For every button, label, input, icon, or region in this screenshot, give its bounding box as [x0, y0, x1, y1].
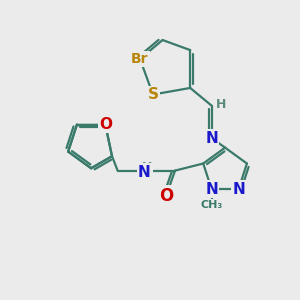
Text: N: N: [206, 131, 218, 146]
Text: N: N: [232, 182, 245, 197]
Text: O: O: [159, 187, 173, 205]
Text: H: H: [215, 98, 226, 111]
Text: H: H: [142, 160, 152, 174]
Text: O: O: [99, 117, 112, 132]
Text: S: S: [147, 87, 158, 102]
Text: Br: Br: [131, 52, 149, 66]
Text: CH₃: CH₃: [200, 200, 223, 210]
Text: N: N: [205, 182, 218, 197]
Text: N: N: [138, 165, 151, 180]
